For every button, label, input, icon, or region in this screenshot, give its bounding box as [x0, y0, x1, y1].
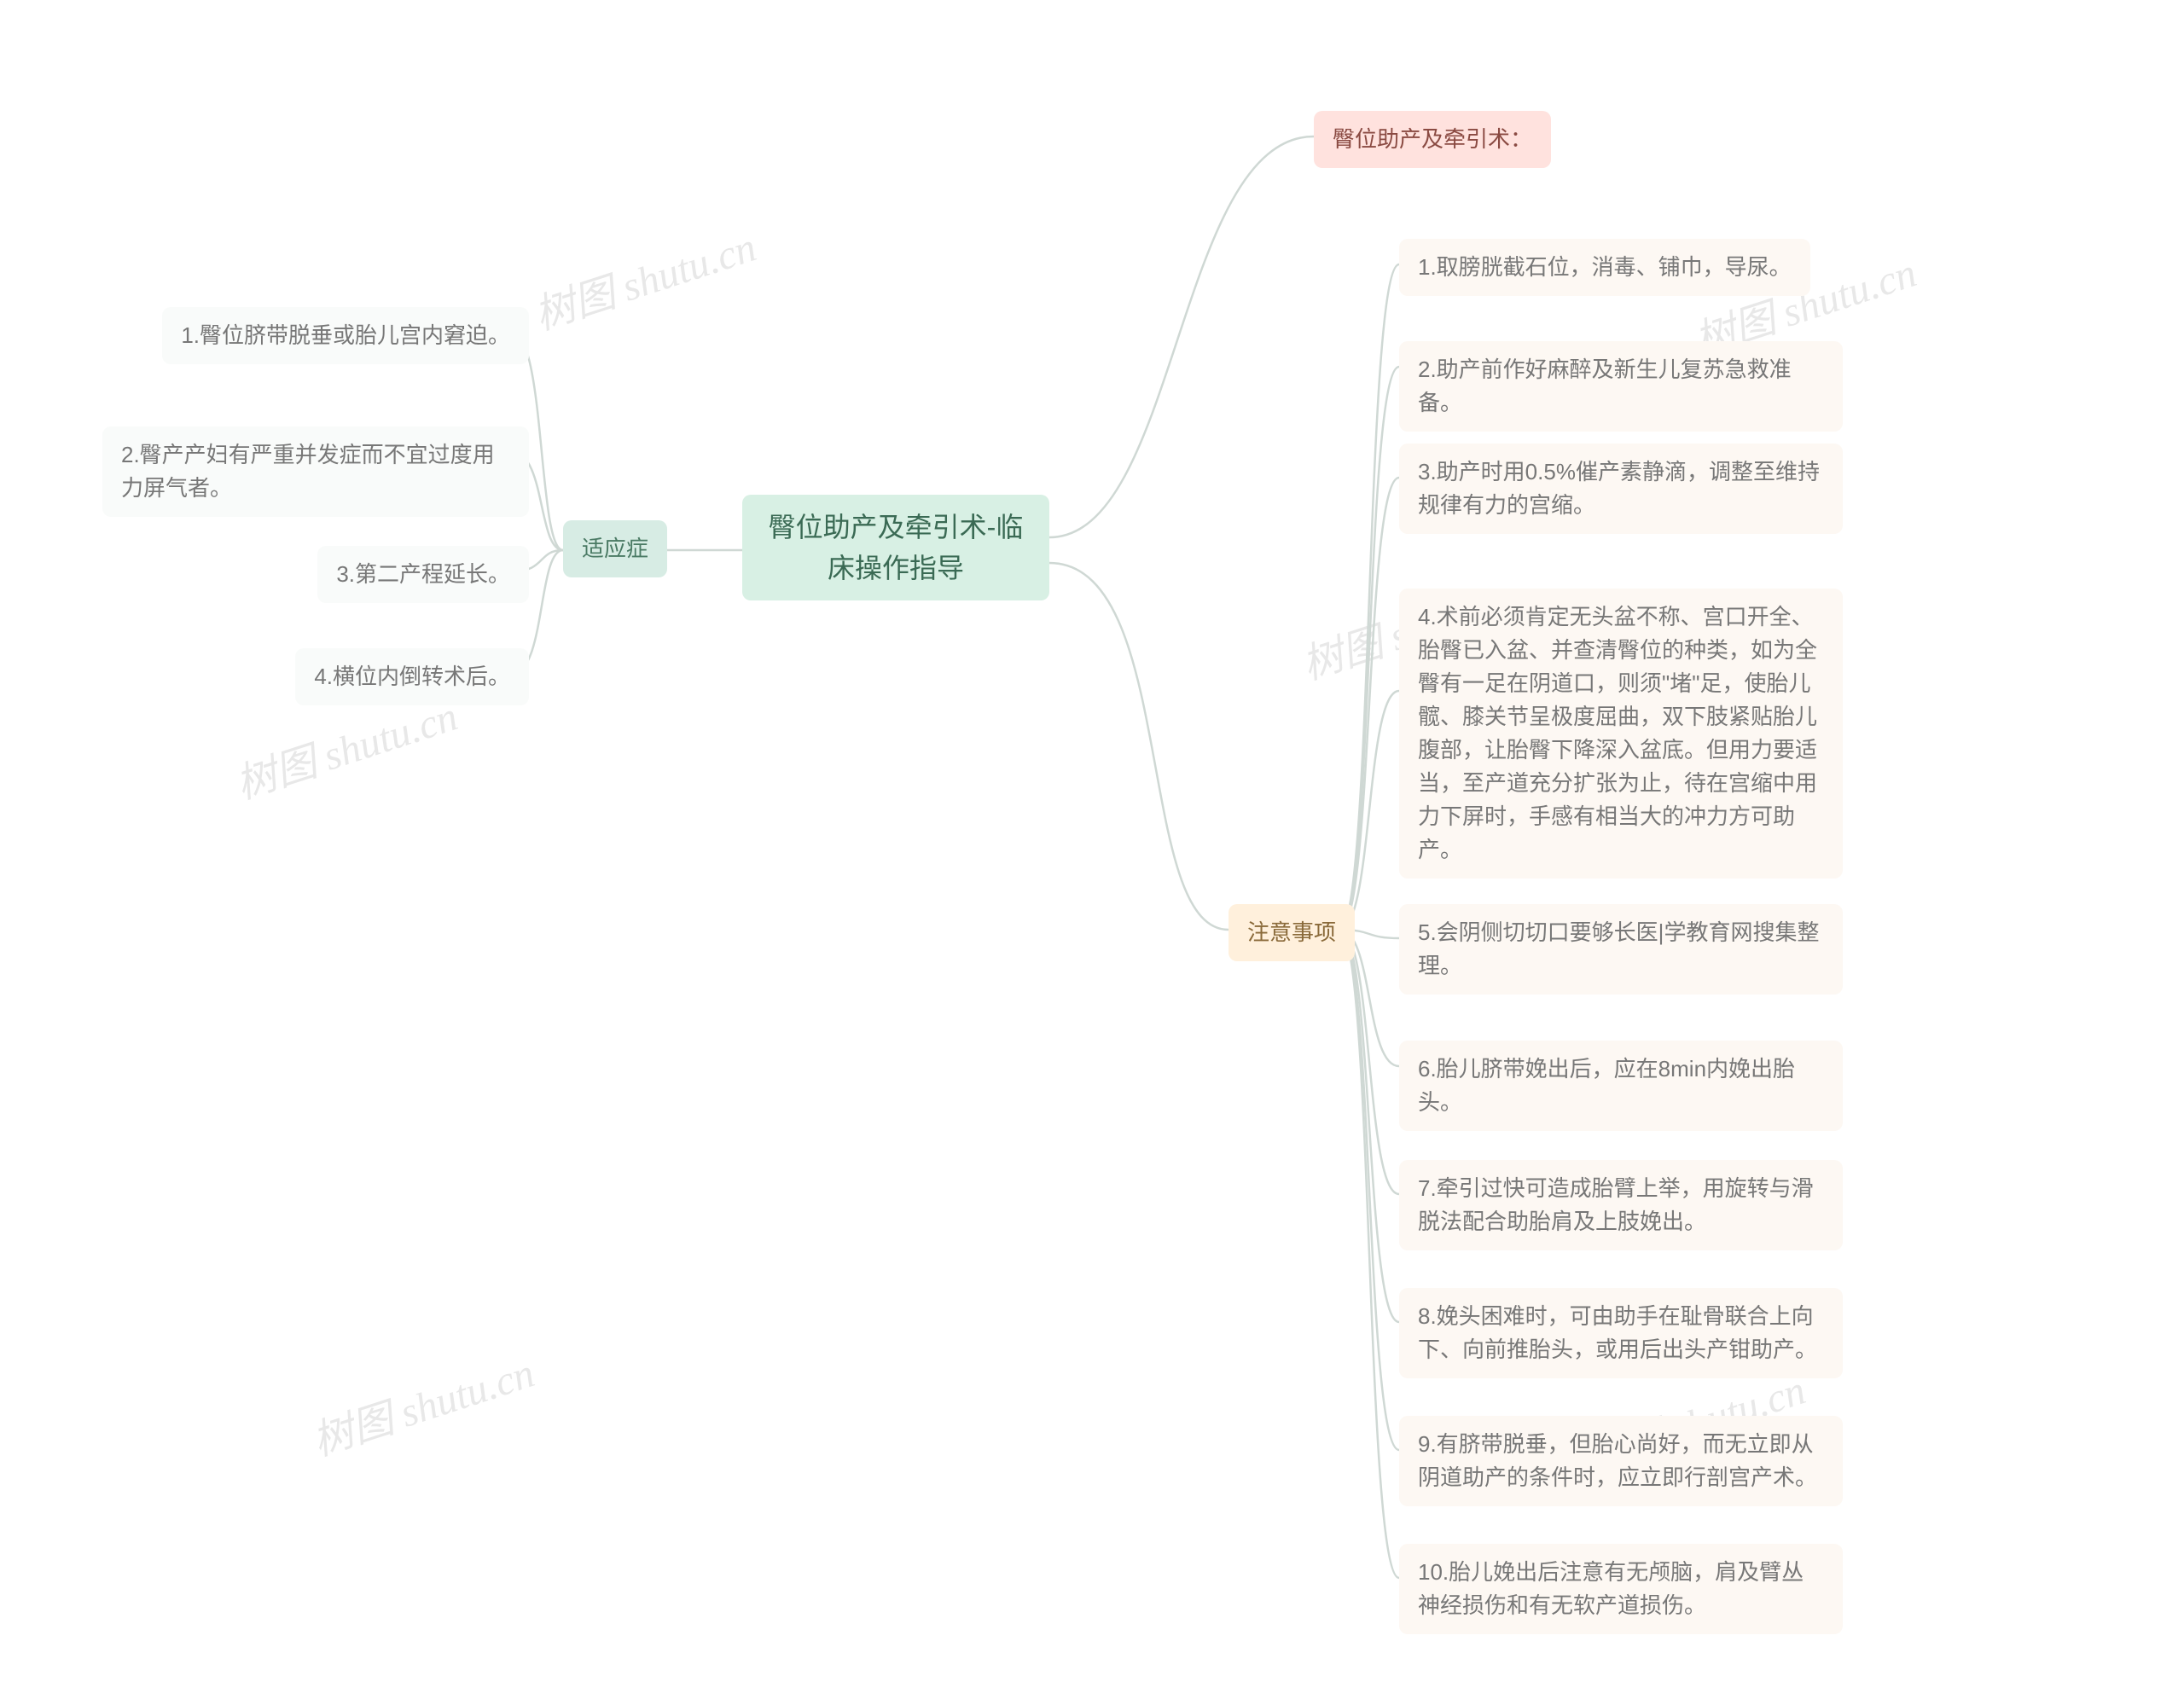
note-item-6: 6.胎儿脐带娩出后，应在8min内娩出胎头。 [1399, 1041, 1843, 1131]
note-item-4: 4.术前必须肯定无头盆不称、宫口开全、胎臀已入盆、并查清臀位的种类，如为全臀有一… [1399, 589, 1843, 879]
watermark: 树图 shutu.cn [526, 213, 763, 341]
note-item-3: 3.助产时用0.5%催产素静滴，调整至维持规律有力的宫缩。 [1399, 444, 1843, 534]
note-item-8: 8.娩头困难时，可由助手在耻骨联合上向下、向前推胎头，或用后出头产钳助产。 [1399, 1288, 1843, 1378]
connector-lines [0, 0, 2184, 1705]
note-item-7: 7.牵引过快可造成胎臂上举，用旋转与滑脱法配合助胎肩及上肢娩出。 [1399, 1160, 1843, 1250]
indication-item-1: 1.臀位脐带脱垂或胎儿宫内窘迫。 [162, 307, 529, 364]
note-item-9: 9.有脐带脱垂，但胎心尚好，而无立即从阴道助产的条件时，应立即行剖宫产术。 [1399, 1416, 1843, 1506]
indication-item-2: 2.臀产产妇有严重并发症而不宜过度用力屏气者。 [102, 426, 529, 517]
branch-indications: 适应症 [563, 520, 667, 577]
root-node: 臀位助产及牵引术-临床操作指导 [742, 495, 1049, 600]
watermark: 树图 shutu.cn [304, 1339, 541, 1467]
branch-procedure: 臀位助产及牵引术： [1314, 111, 1551, 168]
note-item-2: 2.助产前作好麻醉及新生儿复苏急救准备。 [1399, 341, 1843, 432]
note-item-10: 10.胎儿娩出后注意有无颅脑，肩及臂丛神经损伤和有无软产道损伤。 [1399, 1544, 1843, 1634]
note-item-1: 1.取膀胱截石位，消毒、铺巾，导尿。 [1399, 239, 1810, 296]
indication-item-3: 3.第二产程延长。 [317, 546, 529, 603]
indication-item-4: 4.横位内倒转术后。 [295, 648, 529, 705]
note-item-5: 5.会阴侧切切口要够长医|学教育网搜集整理。 [1399, 904, 1843, 995]
branch-notes: 注意事项 [1228, 904, 1355, 961]
